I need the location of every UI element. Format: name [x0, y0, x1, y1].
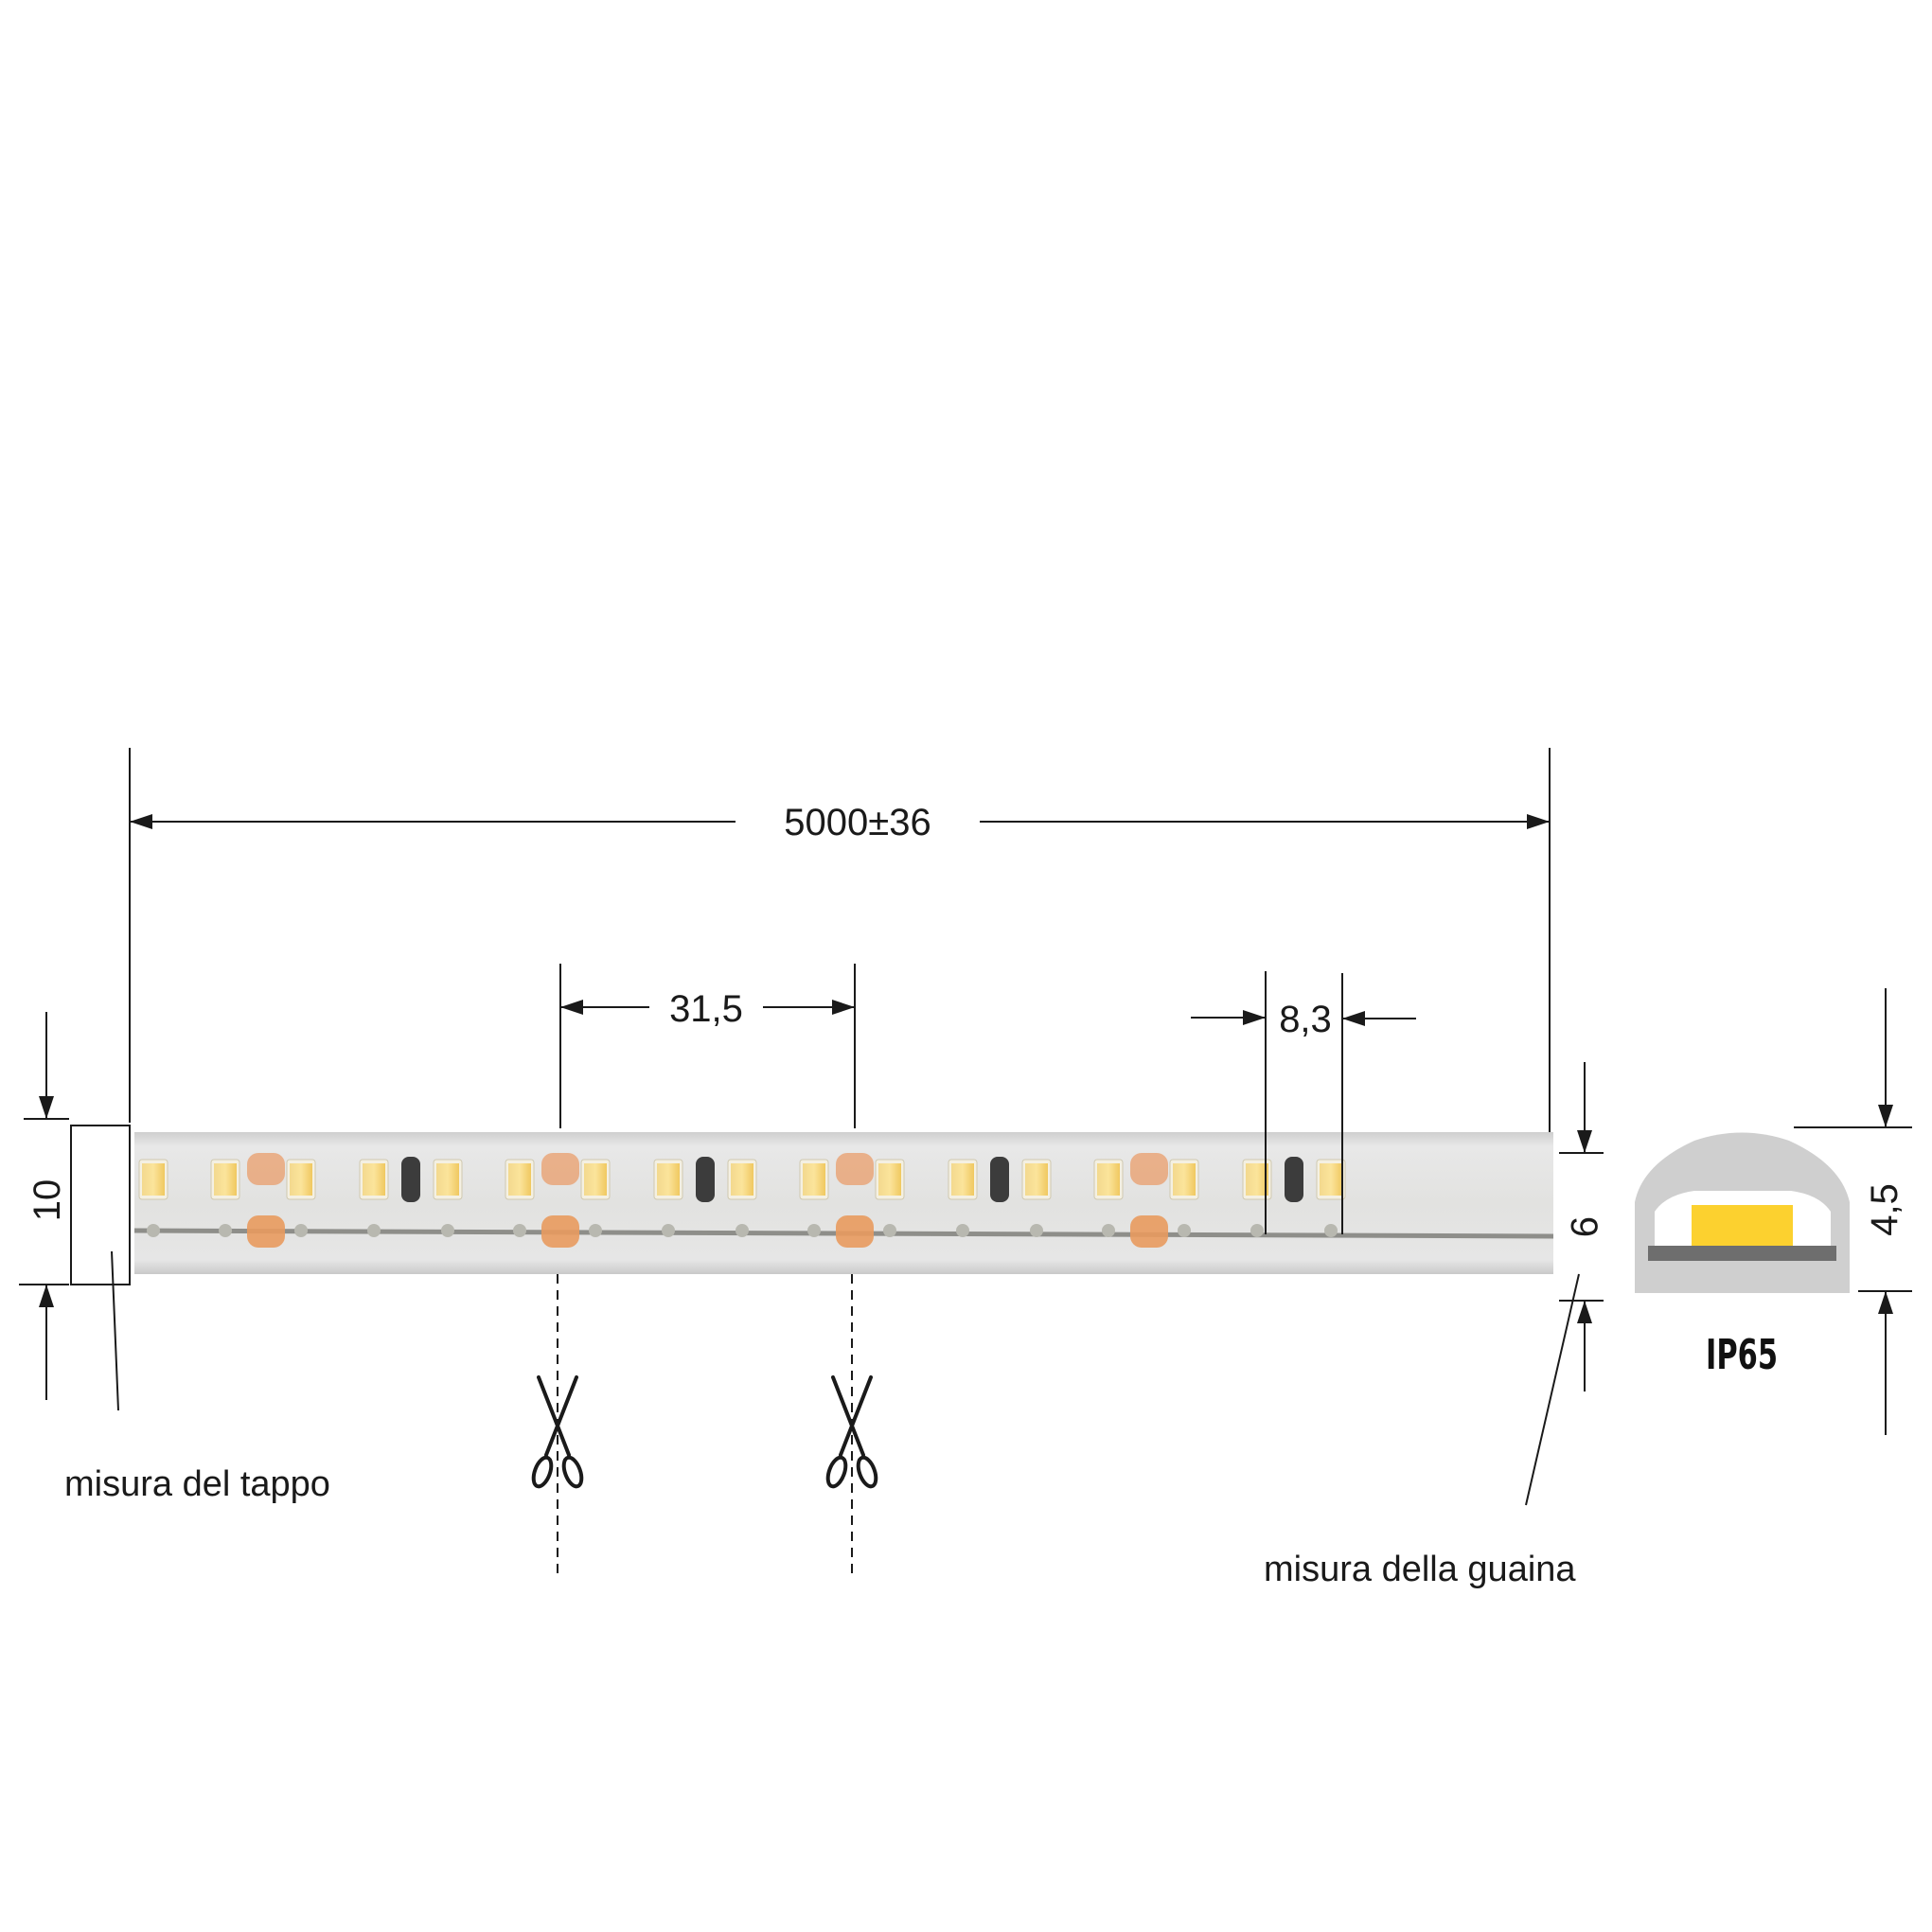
cut-segment-dimension	[559, 964, 856, 1128]
resistor	[401, 1157, 420, 1202]
profile-height-value: 4,5	[1864, 1183, 1905, 1236]
led-chip	[508, 1163, 531, 1196]
led-contact	[736, 1224, 749, 1237]
led-contact	[147, 1224, 160, 1237]
solder-pad	[541, 1153, 579, 1185]
cap-height-dimension	[19, 1012, 69, 1400]
solder-pad	[836, 1153, 874, 1185]
led-contact	[1030, 1224, 1043, 1237]
cap-label: misura del tappo	[64, 1464, 330, 1504]
solder-pad	[1130, 1153, 1168, 1185]
cap-leader-line	[111, 1250, 119, 1411]
led-contact	[883, 1224, 896, 1237]
led-chip	[584, 1163, 607, 1196]
strip-body	[134, 1132, 1553, 1274]
led-chip	[290, 1163, 312, 1196]
scissors-icon	[531, 1375, 584, 1489]
led-pitch-value: 8,3	[1279, 999, 1332, 1040]
solder-pad	[836, 1215, 874, 1248]
led-chip	[878, 1163, 901, 1196]
cut-segment-value: 31,5	[669, 988, 743, 1030]
total-length-dimension	[129, 748, 1551, 1132]
led-contact	[1178, 1224, 1191, 1237]
led-contact	[662, 1224, 675, 1237]
led-strip	[133, 1132, 1554, 1274]
led-chip	[731, 1163, 753, 1196]
led-contact	[219, 1224, 232, 1237]
cut-lines	[557, 1274, 853, 1573]
solder-pad	[1130, 1215, 1168, 1248]
led-contact	[1250, 1224, 1264, 1237]
led-pitch-dimension	[1191, 971, 1416, 1234]
led-chip	[436, 1163, 459, 1196]
profile-led	[1692, 1205, 1793, 1248]
resistor	[990, 1157, 1009, 1202]
led-chip	[363, 1163, 385, 1196]
led-contact	[367, 1224, 381, 1237]
profile-pcb	[1648, 1246, 1836, 1261]
led-contact	[589, 1224, 602, 1237]
led-chip	[214, 1163, 237, 1196]
led-contact	[513, 1224, 526, 1237]
profile-cross-section	[1635, 1132, 1850, 1293]
led-chip	[142, 1163, 165, 1196]
sleeve-height-value: 9	[1563, 1216, 1604, 1237]
led-chip	[1320, 1163, 1342, 1196]
led-chip	[657, 1163, 680, 1196]
solder-pad	[247, 1215, 285, 1248]
scissors-icon	[825, 1375, 878, 1489]
led-chip	[803, 1163, 825, 1196]
end-cap	[70, 1125, 131, 1285]
led-contact	[807, 1224, 821, 1237]
led-contact	[294, 1224, 308, 1237]
solder-pad	[247, 1153, 285, 1185]
sleeve-label: misura della guaina	[1264, 1550, 1576, 1589]
cap-height-value: 10	[27, 1179, 68, 1222]
led-contact	[956, 1224, 969, 1237]
led-chip	[1173, 1163, 1196, 1196]
led-contact	[1102, 1224, 1115, 1237]
resistor	[696, 1157, 715, 1202]
solder-pad	[541, 1215, 579, 1248]
protection-rating: IP65	[1706, 1331, 1778, 1379]
led-contact	[1324, 1224, 1338, 1237]
led-chip	[1097, 1163, 1120, 1196]
led-chip	[1025, 1163, 1048, 1196]
sleeve-height-dimension	[1525, 1062, 1604, 1506]
led-chip	[951, 1163, 974, 1196]
strip-components	[138, 1153, 1346, 1248]
resistor	[1285, 1157, 1303, 1202]
led-contact	[441, 1224, 454, 1237]
profile-height-dimension	[1794, 988, 1912, 1435]
total-length-value: 5000±36	[784, 802, 931, 843]
